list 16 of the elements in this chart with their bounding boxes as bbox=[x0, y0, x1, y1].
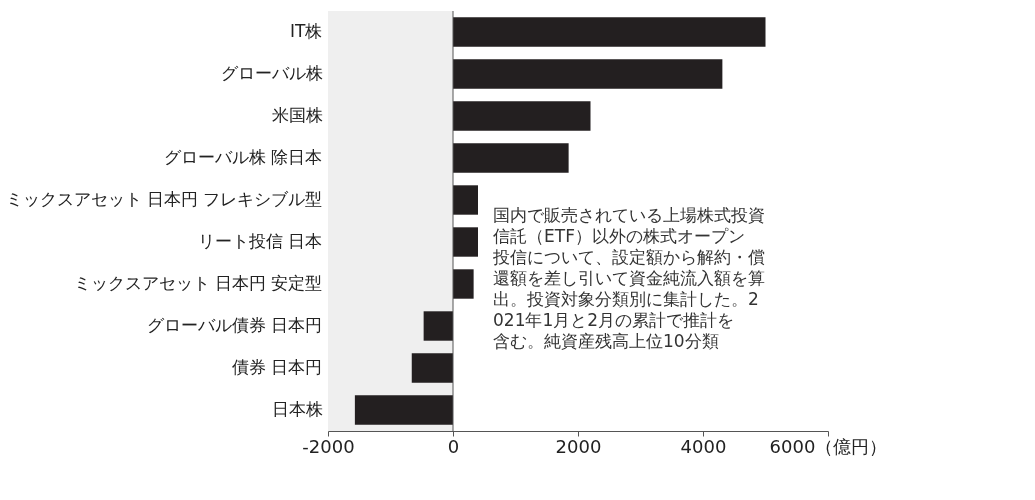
y-tick-label: グローバル債券 日本円 bbox=[147, 315, 323, 335]
annotation: 国内で販売されている上場株式投資信託（ETF）以外の株式オープン投信について、設定額から解約・償還額を差し引いて資金純流入額を算出。投資対象分類別に集計した。2021年1月と2月の累計で推計を含む。純資産残高上位10分類 bbox=[492, 205, 765, 352]
x-tick-label: 4000 bbox=[680, 435, 727, 457]
y-tick-label: IT株 bbox=[290, 21, 323, 41]
y-tick-label: 債券 日本円 bbox=[232, 357, 323, 377]
y-tick-label: ミックスアセット 日本円 安定型 bbox=[73, 273, 323, 293]
x-tick-label: 6000（億円） bbox=[769, 435, 888, 457]
y-tick-label: 米国株 bbox=[271, 105, 323, 125]
x-tick-label: 2000 bbox=[555, 435, 602, 457]
y-tick-label: 日本株 bbox=[271, 399, 323, 419]
y-tick-label: グローバル株 除日本 bbox=[164, 147, 323, 167]
y-tick-label: リート投信 日本 bbox=[198, 231, 323, 251]
x-tick-label: 0 bbox=[447, 435, 460, 457]
x-tick-label: -2000 bbox=[302, 435, 355, 457]
y-tick-label: グローバル株 bbox=[220, 63, 323, 83]
y-tick-label: ミックスアセット 日本円 フレキシブル型 bbox=[5, 189, 323, 209]
